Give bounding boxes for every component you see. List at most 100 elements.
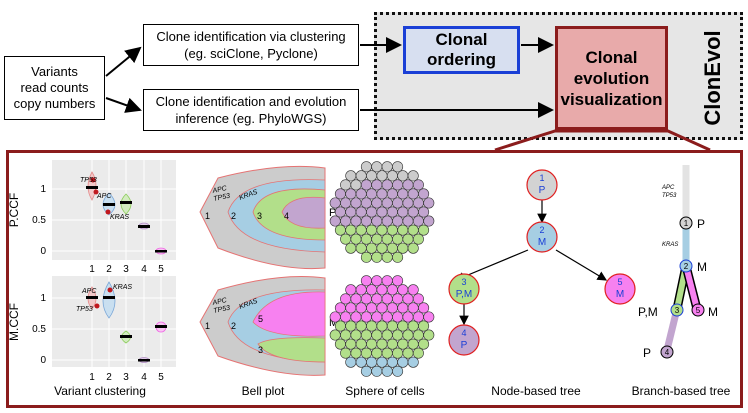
node-sample: M [616, 289, 624, 300]
cell [355, 338, 367, 350]
cell [412, 233, 424, 245]
node-id: 2 [539, 225, 544, 235]
xtick: 2 [106, 264, 112, 275]
cell [386, 242, 398, 254]
median-bar [138, 225, 150, 228]
cell [392, 179, 404, 191]
cell [386, 170, 398, 182]
cell [360, 365, 372, 377]
branch-sample: P [643, 346, 651, 360]
branch-sample: P,M [638, 305, 658, 319]
cell [366, 170, 378, 182]
cell [381, 347, 393, 359]
cell [360, 311, 372, 323]
cell [345, 206, 357, 218]
branch-node-id: 4 [665, 348, 670, 357]
cell [340, 293, 352, 305]
median-bar [103, 203, 115, 206]
cell [381, 365, 393, 377]
driver-point [105, 209, 111, 215]
cell [392, 161, 404, 173]
cell [350, 179, 362, 191]
gene-label: TP53 [80, 177, 97, 184]
node-id: 1 [539, 173, 544, 183]
bell-bottom-side: M [329, 317, 338, 329]
cell [381, 311, 393, 323]
cell [329, 197, 341, 209]
median-bar [86, 296, 98, 299]
cell [355, 242, 367, 254]
cell [386, 338, 398, 350]
cell [345, 170, 357, 182]
cell [402, 197, 414, 209]
cell [371, 365, 383, 377]
xtick: 3 [123, 372, 129, 383]
cell [386, 302, 398, 314]
cell [407, 320, 419, 332]
cell [355, 224, 367, 236]
cell [397, 320, 409, 332]
cell [386, 206, 398, 218]
cell [397, 284, 409, 296]
cell [381, 215, 393, 227]
cell [360, 233, 372, 245]
cell [392, 233, 404, 245]
cell [350, 215, 362, 227]
cell [381, 197, 393, 209]
cell [392, 215, 404, 227]
cell [371, 161, 383, 173]
cell [376, 284, 388, 296]
median-bar [86, 186, 98, 189]
cell [345, 302, 357, 314]
cell [412, 215, 424, 227]
input-data-box: Variants read counts copy numbers [4, 56, 105, 120]
cell [386, 188, 398, 200]
node-sample: P [461, 340, 468, 351]
ytick: 1 [40, 184, 46, 195]
gene-label: TP53 [213, 193, 231, 203]
cell [418, 320, 430, 332]
xtick: 3 [123, 264, 129, 275]
driver-point [90, 177, 96, 183]
cell [334, 338, 346, 350]
branch-node-2 [679, 259, 693, 273]
median-bar [120, 201, 132, 204]
branch-node-4 [660, 345, 674, 359]
branch-node-1 [679, 216, 693, 230]
cell [412, 329, 424, 341]
cell [381, 275, 393, 287]
cell [402, 179, 414, 191]
cell [407, 188, 419, 200]
gene-label: TP53 [662, 193, 677, 199]
cell [397, 224, 409, 236]
driver-point [107, 287, 113, 293]
cell [345, 188, 357, 200]
median-bar [138, 359, 150, 362]
cell [386, 224, 398, 236]
cell [360, 329, 372, 341]
cell [412, 311, 424, 323]
branch-node-3 [670, 303, 684, 317]
cell [412, 179, 424, 191]
branch-sample: M [708, 305, 718, 319]
cell [355, 320, 367, 332]
tree-node-1 [526, 169, 558, 201]
cell [381, 251, 393, 263]
cell [397, 188, 409, 200]
cell [402, 233, 414, 245]
node-sample: P [539, 185, 546, 196]
gene-label: TP53 [213, 305, 231, 315]
xtick: 1 [89, 372, 95, 383]
cell [397, 206, 409, 218]
cell [366, 338, 378, 350]
cell [371, 311, 383, 323]
cell [334, 206, 346, 218]
cell [350, 293, 362, 305]
gene-label: APC [81, 288, 97, 295]
cell [392, 329, 404, 341]
cell [392, 197, 404, 209]
cell [423, 197, 435, 209]
cell [340, 179, 352, 191]
cell [418, 224, 430, 236]
